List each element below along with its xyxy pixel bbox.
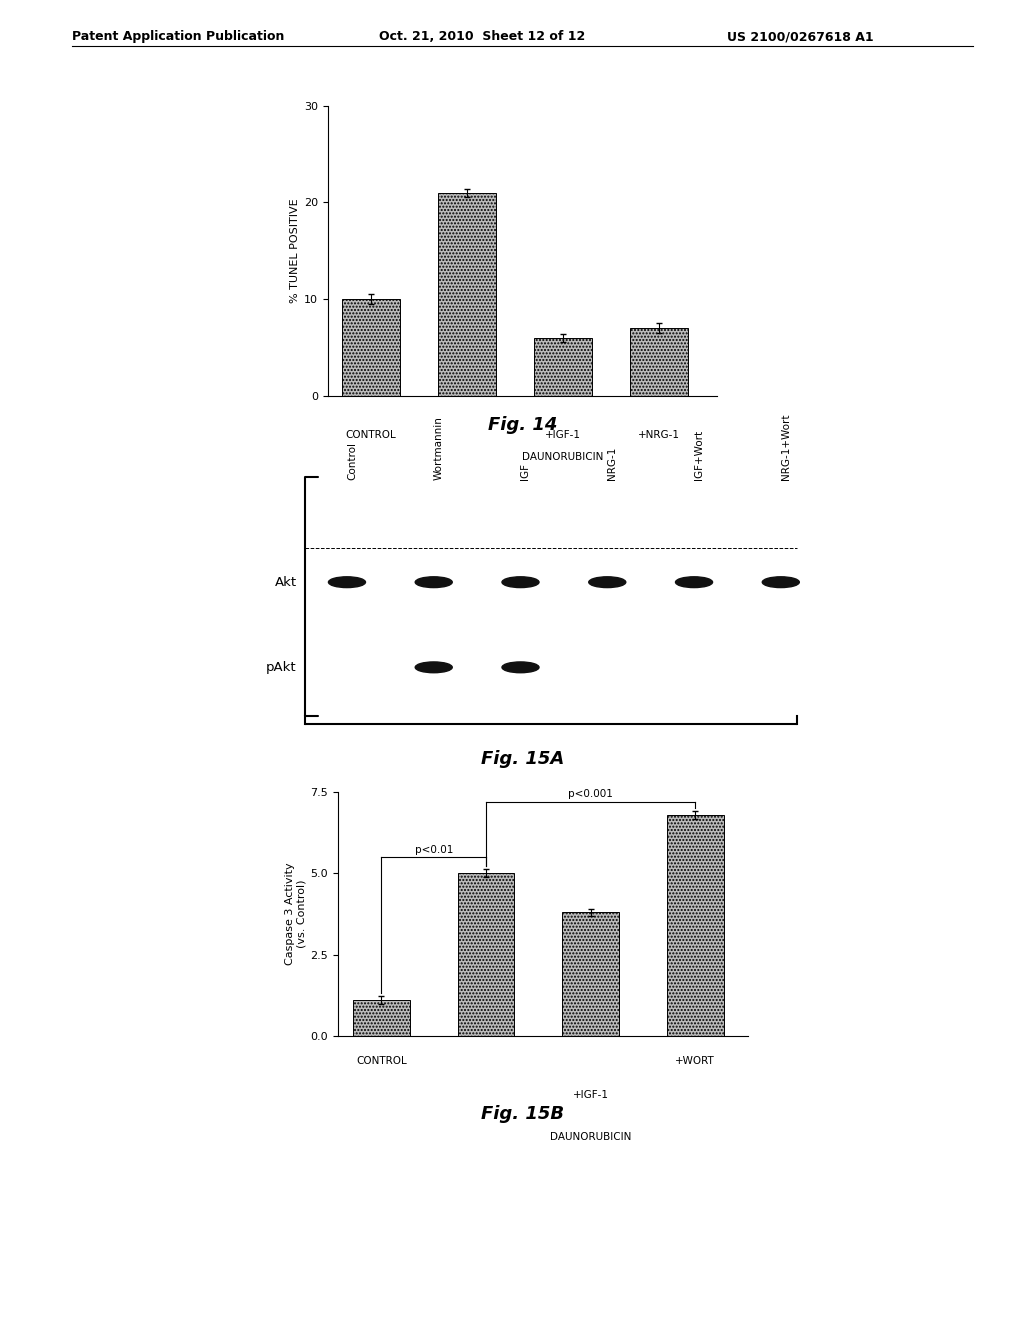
Text: Patent Application Publication: Patent Application Publication xyxy=(72,30,284,44)
Y-axis label: % TUNEL POSITIVE: % TUNEL POSITIVE xyxy=(290,198,300,304)
Text: US 2100/0267618 A1: US 2100/0267618 A1 xyxy=(727,30,873,44)
Bar xyxy=(438,193,496,396)
Text: p<0.001: p<0.001 xyxy=(568,789,613,799)
Text: IGF: IGF xyxy=(520,463,530,480)
Text: Fig. 14: Fig. 14 xyxy=(487,416,557,434)
Ellipse shape xyxy=(329,577,366,587)
Bar xyxy=(562,912,618,1036)
Y-axis label: Caspase 3 Activity
(vs. Control): Caspase 3 Activity (vs. Control) xyxy=(285,863,306,965)
Ellipse shape xyxy=(502,661,539,673)
Ellipse shape xyxy=(762,577,800,587)
Bar xyxy=(631,329,688,396)
Text: Fig. 15B: Fig. 15B xyxy=(480,1105,564,1123)
Ellipse shape xyxy=(415,577,453,587)
Ellipse shape xyxy=(415,661,453,673)
Text: Wortmannin: Wortmannin xyxy=(434,416,443,480)
Bar xyxy=(342,300,399,396)
Text: CONTROL: CONTROL xyxy=(345,430,396,440)
Text: +IGF-1: +IGF-1 xyxy=(545,430,581,440)
Text: +IGF-1: +IGF-1 xyxy=(572,1090,608,1100)
Text: Control: Control xyxy=(347,442,357,480)
Text: +WORT: +WORT xyxy=(676,1056,715,1065)
Ellipse shape xyxy=(502,577,539,587)
Text: +NRG-1: +NRG-1 xyxy=(638,430,680,440)
Bar xyxy=(458,874,514,1036)
Ellipse shape xyxy=(589,577,626,587)
Text: p<0.01: p<0.01 xyxy=(415,845,453,854)
Text: Fig. 15A: Fig. 15A xyxy=(480,750,564,768)
Text: Oct. 21, 2010  Sheet 12 of 12: Oct. 21, 2010 Sheet 12 of 12 xyxy=(379,30,585,44)
Ellipse shape xyxy=(676,577,713,587)
Bar xyxy=(667,814,724,1036)
Text: pAkt: pAkt xyxy=(266,661,297,673)
Text: CONTROL: CONTROL xyxy=(356,1056,407,1065)
Text: DAUNORUBICIN: DAUNORUBICIN xyxy=(522,453,604,462)
Text: IGF+Wort: IGF+Wort xyxy=(694,430,705,480)
Text: Akt: Akt xyxy=(274,576,297,589)
Text: NRG-1+Wort: NRG-1+Wort xyxy=(780,413,791,480)
Text: DAUNORUBICIN: DAUNORUBICIN xyxy=(550,1133,632,1142)
Text: NRG-1: NRG-1 xyxy=(607,446,617,480)
Bar xyxy=(535,338,592,396)
Bar xyxy=(353,1001,410,1036)
